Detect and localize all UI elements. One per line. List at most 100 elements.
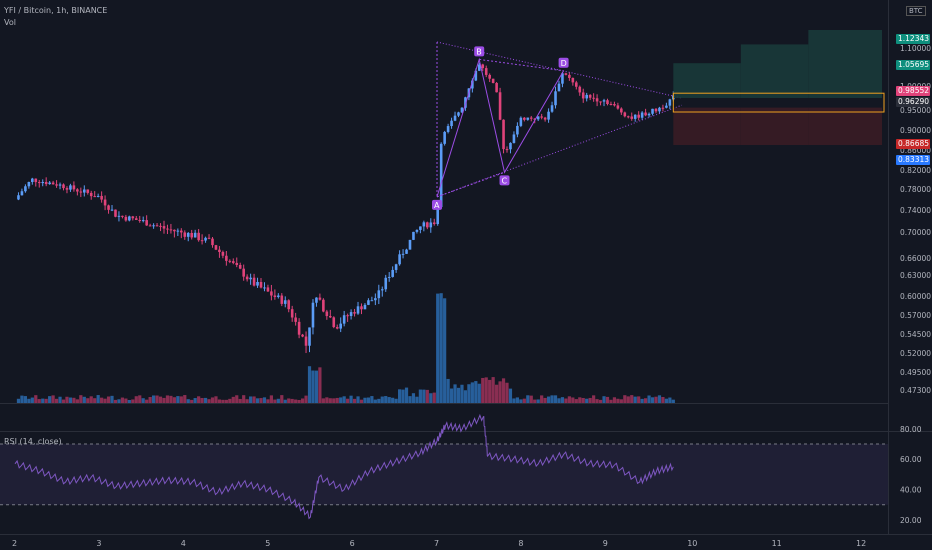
volume-bar [605,396,610,403]
candle-body [609,104,613,106]
volume-bar [637,396,641,403]
volume-bar [186,399,190,403]
volume-bar [602,396,606,403]
candle-body [294,317,297,322]
candle-body [121,215,124,217]
rsi-label: RSI (14, close) [4,437,62,446]
volume-bar [339,397,343,403]
volume-bar [82,396,86,403]
candle-body [186,232,190,237]
candle-body [166,228,169,230]
candle-body [24,186,27,192]
candle-body [626,116,630,118]
volume-bar [335,397,339,403]
volume-bar [273,399,277,403]
currency-badge[interactable]: BTC [906,6,926,16]
volume-bar [529,395,533,403]
x-tick-label-9: 11 [772,539,782,548]
candle-body [315,297,318,303]
candle-body [516,125,519,135]
candle-body [311,302,315,328]
candle-body [426,222,429,228]
volume-bar [432,392,436,403]
price-tag-2: 1.05695 [896,60,930,70]
y-tick-label-3: 0.90000 [900,126,931,135]
volume-bar [470,382,474,403]
x-tick-label-3: 5 [265,539,270,548]
candle-body [623,112,627,117]
volume-bar [491,377,495,403]
volume-bar [200,398,204,403]
volume-bar [650,397,655,403]
volume-bar [626,396,630,403]
volume-bar [581,397,585,403]
x-tick-label-4: 6 [350,539,355,548]
candle-body [356,306,360,314]
volume-bar [585,398,589,403]
stop-loss-zone-1 [740,107,809,145]
candle-body [533,118,537,120]
candle-body [218,249,221,253]
candle-body [464,97,467,108]
candle-body [114,209,117,217]
volume-bar [356,396,360,403]
volume-bar [557,398,561,403]
candle-body [131,216,135,219]
volume-bar [151,395,156,403]
candle-body [225,255,228,261]
candle-body [20,191,24,196]
volume-bar [48,396,52,403]
volume-bar [352,398,357,403]
candle-body [86,189,90,193]
candle-body [245,276,249,280]
x-tick-label-6: 8 [518,539,523,548]
candle-body [287,300,291,310]
candle-body [159,225,162,227]
x-tick-label-2: 4 [181,539,186,548]
volume-bar [501,378,506,403]
candle-body [446,126,450,132]
volume-bar [550,395,554,403]
volume-bar [474,381,478,403]
candle-body [41,181,45,184]
candle-body [481,64,485,69]
stop-loss-zone-0 [673,107,741,145]
volume-bar [488,379,492,403]
candle-body [62,184,65,189]
y-tick-label-11: 0.60000 [900,292,931,301]
volume-bar [44,398,48,403]
volume-bar [145,399,149,403]
candle-body [405,249,408,254]
candle-body [401,253,405,255]
abcd-dotted-bd [479,58,564,72]
candle-body [117,215,121,217]
volume-bar [262,397,267,403]
volume-bar [633,396,637,403]
volume-bar [249,396,253,403]
candle-body [297,321,301,335]
candle-body [322,299,325,312]
volume-bar [314,370,319,403]
volume-bar [439,293,443,403]
volume-bar [100,397,104,403]
rsi-y-tick-label-0: 80.00 [900,425,922,434]
volume-bar [484,377,488,403]
candle-body [523,117,526,120]
candle-body [197,232,200,241]
volume-bar [79,395,83,403]
candle-body [51,182,55,185]
volume-bar [120,397,125,403]
candle-body [633,114,637,119]
volume-bar [609,399,613,403]
volume-bar [117,399,121,403]
volume-bar [592,395,596,403]
candle-body [266,287,270,292]
candle-body [211,238,214,246]
volume-bar [34,395,38,403]
candle-body [592,97,595,99]
volume-bar [498,381,502,403]
candle-body [471,80,474,89]
volume-bar [359,399,364,403]
candle-body [17,195,20,200]
